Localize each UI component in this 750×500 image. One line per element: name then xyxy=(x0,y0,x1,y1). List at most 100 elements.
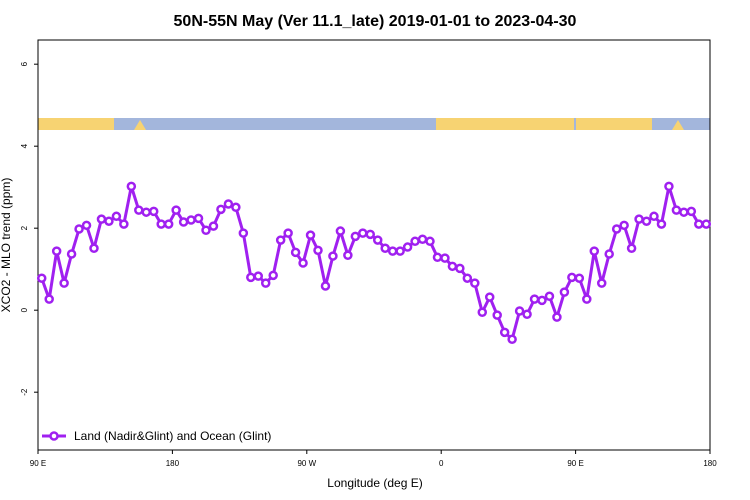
data-point xyxy=(365,229,376,240)
data-point xyxy=(634,214,644,224)
data-point xyxy=(156,219,166,229)
y-tick-label: 2 xyxy=(20,225,29,230)
data-point xyxy=(455,263,465,274)
land-ocean-strip xyxy=(38,118,710,130)
x-tick-label: 180 xyxy=(703,459,717,468)
data-point xyxy=(186,215,196,225)
data-point xyxy=(701,219,712,229)
data-point xyxy=(275,235,286,245)
y-tick-label: 6 xyxy=(20,61,29,66)
land-segment xyxy=(436,118,574,130)
legend-marker xyxy=(49,431,59,441)
y-tick-label: -2 xyxy=(20,388,29,396)
data-point xyxy=(193,213,204,224)
y-axis-label: XCO2 - MLO trend (ppm) xyxy=(0,178,13,313)
data-point xyxy=(447,261,458,272)
plot-frame xyxy=(37,39,711,451)
data-point xyxy=(484,292,495,302)
data-point xyxy=(104,216,114,226)
x-tick-label: 180 xyxy=(166,459,180,468)
data-point xyxy=(462,273,473,283)
data-point xyxy=(350,231,361,242)
data-point xyxy=(410,236,420,247)
data-point xyxy=(649,211,659,222)
data-point xyxy=(208,221,219,231)
data-point xyxy=(395,246,405,256)
data-point xyxy=(589,246,600,256)
data-point xyxy=(238,228,249,238)
data-point xyxy=(477,307,488,317)
legend-label: Land (Nadir&Glint) and Ocean (Glint) xyxy=(74,429,271,443)
data-point xyxy=(343,250,353,260)
data-point xyxy=(335,226,346,236)
data-point xyxy=(499,327,510,338)
data-point xyxy=(253,271,264,281)
data-point xyxy=(604,249,614,259)
data-point xyxy=(148,206,159,217)
data-point xyxy=(290,247,301,258)
data-point xyxy=(96,214,107,224)
data-point xyxy=(559,287,570,297)
data-point xyxy=(507,334,517,345)
data-point xyxy=(611,224,622,234)
data-point xyxy=(260,278,271,288)
data-point xyxy=(81,220,92,231)
data-point xyxy=(372,235,383,245)
data-point xyxy=(544,291,555,301)
data-point xyxy=(694,219,704,229)
data-point xyxy=(492,310,502,320)
data-point xyxy=(686,206,697,217)
data-point xyxy=(574,273,585,283)
data-point xyxy=(417,234,428,245)
data-point xyxy=(522,309,532,320)
data-point xyxy=(268,270,278,281)
data-point xyxy=(358,228,368,238)
data-point xyxy=(641,216,652,226)
data-point xyxy=(126,181,137,192)
x-tick-label: 0 xyxy=(439,459,444,468)
land-segment xyxy=(38,118,114,130)
data-point xyxy=(320,281,331,291)
data-point xyxy=(111,211,122,222)
land-segment xyxy=(576,118,652,130)
data-point xyxy=(305,230,316,240)
data-point xyxy=(514,306,525,316)
data-point xyxy=(44,294,54,304)
data-point xyxy=(425,236,435,247)
data-point xyxy=(328,251,338,261)
data-point xyxy=(171,205,181,215)
data-point xyxy=(36,273,47,283)
data-point xyxy=(178,217,189,227)
data-point xyxy=(223,199,234,209)
chart-title: 50N-55N May (Ver 11.1_late) 2019-01-01 t… xyxy=(174,13,577,30)
land-segment xyxy=(672,120,684,130)
data-point xyxy=(283,228,293,238)
data-point xyxy=(89,243,99,254)
x-tick-label: 90 E xyxy=(30,459,46,468)
data-point xyxy=(59,278,69,288)
data-point xyxy=(163,219,174,229)
data-point xyxy=(141,207,152,217)
data-point xyxy=(470,278,480,288)
data-point xyxy=(626,243,637,254)
data-point xyxy=(298,258,308,268)
data-point xyxy=(246,272,256,283)
data-point xyxy=(313,245,323,256)
data-point xyxy=(671,205,682,215)
data-point xyxy=(440,253,450,263)
data-point xyxy=(387,246,398,256)
land-segment xyxy=(134,120,146,130)
data-point xyxy=(231,202,241,213)
data-point xyxy=(679,207,689,217)
data-point xyxy=(619,220,629,231)
data-point xyxy=(119,219,129,229)
data-point xyxy=(656,219,667,229)
y-tick-label: 4 xyxy=(20,143,29,148)
data-point xyxy=(134,205,144,215)
x-tick-label: 90 W xyxy=(297,459,316,468)
data-point xyxy=(537,295,547,306)
data-point xyxy=(582,294,592,304)
data-point xyxy=(51,246,62,256)
x-tick-label: 90 E xyxy=(567,459,583,468)
